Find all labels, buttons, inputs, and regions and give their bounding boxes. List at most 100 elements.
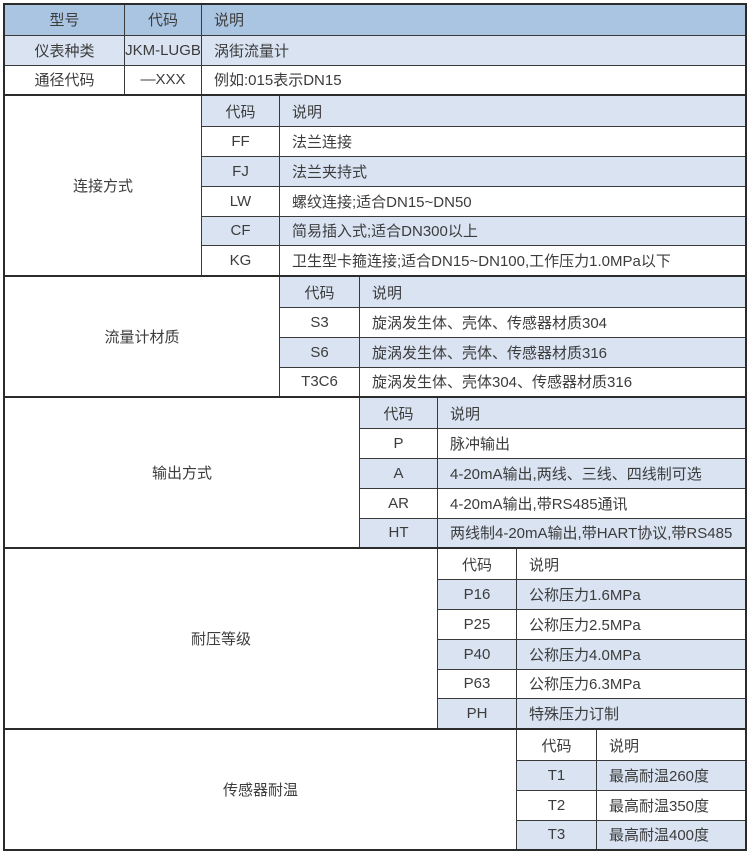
desc-header-cell: 说明 xyxy=(529,556,560,574)
section-label: 流量计材质 xyxy=(5,277,280,397)
table-row: KG 卫生型卡箍连接;适合DN15~DN100,工作压力1.0MPa以下 xyxy=(202,245,745,276)
desc-cell: 公称压力1.6MPa xyxy=(529,587,641,605)
desc-cell: 法兰连接 xyxy=(292,134,353,152)
nested-table: 代码 说明 T1 最高耐温260度 T2 最高耐温350度 T3 最高耐温400… xyxy=(517,730,745,850)
code-header-cell: 代码 xyxy=(517,730,597,760)
section-label: 传感器耐温 xyxy=(5,730,517,850)
header-row: 型号 代码 说明 xyxy=(5,5,745,35)
section-output-mode: 输出方式 代码 说明 P 脉冲输出 A 4-20mA输出,两线、三线、四线制可选… xyxy=(5,396,745,548)
code-cell: CF xyxy=(202,216,280,246)
code-cell: FJ xyxy=(202,156,280,186)
code-cell: S3 xyxy=(280,307,360,337)
section-label: 耐压等级 xyxy=(5,549,438,729)
header-desc-col: 说明 xyxy=(214,12,245,30)
nested-header-row: 代码 说明 xyxy=(360,398,745,429)
desc-header-cell: 说明 xyxy=(450,405,481,423)
code-cell: AR xyxy=(360,488,438,518)
nested-header-row: 代码 说明 xyxy=(517,730,745,760)
code-cell: HT xyxy=(360,518,438,548)
desc-cell: 卫生型卡箍连接;适合DN15~DN100,工作压力1.0MPa以下 xyxy=(292,253,671,271)
desc-cell: 旋涡发生体、壳体、传感器材质304 xyxy=(372,314,608,332)
table-row: P25 公称压力2.5MPa xyxy=(438,608,745,639)
row-diameter-code: 通径代码 —XXX 例如:015表示DN15 xyxy=(5,64,745,95)
desc-cell: 4-20mA输出,带RS485通讯 xyxy=(450,495,628,513)
desc-header-cell: 说明 xyxy=(609,737,640,755)
code-cell: T3 xyxy=(517,820,597,850)
row-label: 仪表种类 xyxy=(5,35,125,65)
desc-header-cell: 说明 xyxy=(372,284,403,302)
table-row: S6 旋涡发生体、壳体、传感器材质316 xyxy=(280,336,745,367)
desc-cell: 法兰夹持式 xyxy=(292,163,368,181)
code-cell: P63 xyxy=(438,669,517,699)
code-cell: T3C6 xyxy=(280,367,360,397)
code-cell: T2 xyxy=(517,790,597,820)
code-cell: A xyxy=(360,458,438,488)
nested-table: 代码 说明 S3 旋涡发生体、壳体、传感器材质304 S6 旋涡发生体、壳体、传… xyxy=(280,277,745,397)
desc-header-cell: 说明 xyxy=(292,103,323,121)
table-row: P63 公称压力6.3MPa xyxy=(438,668,745,699)
table-row: P 脉冲输出 xyxy=(360,428,745,458)
code-cell: JKM-LUGB xyxy=(125,35,202,65)
desc-cell: 最高耐温400度 xyxy=(609,827,710,845)
header-code-col: 代码 xyxy=(125,5,202,35)
table-row: T3 最高耐温400度 xyxy=(517,819,745,850)
table-row: FJ 法兰夹持式 xyxy=(202,155,745,186)
nested-header-row: 代码 说明 xyxy=(438,549,745,580)
code-header-cell: 代码 xyxy=(280,277,360,307)
desc-cell: 4-20mA输出,两线、三线、四线制可选 xyxy=(450,465,702,483)
table-row: T3C6 旋涡发生体、壳体304、传感器材质316 xyxy=(280,366,745,397)
table-row: T2 最高耐温350度 xyxy=(517,789,745,820)
header-model-col: 型号 xyxy=(5,5,125,35)
spec-table: 型号 代码 说明 仪表种类 JKM-LUGB 涡街流量计 通径代码 —XXX 例… xyxy=(3,3,747,851)
nested-header-row: 代码 说明 xyxy=(202,96,745,127)
table-row: PH 特殊压力订制 xyxy=(438,698,745,729)
code-cell: PH xyxy=(438,699,517,729)
code-header-cell: 代码 xyxy=(202,96,280,127)
code-cell: P16 xyxy=(438,580,517,609)
section-sensor-temperature: 传感器耐温 代码 说明 T1 最高耐温260度 T2 最高耐温350度 T3 最… xyxy=(5,728,745,850)
row-label: 通径代码 xyxy=(5,65,125,95)
desc-cell: 脉冲输出 xyxy=(450,436,511,454)
desc-cell: 简易插入式;适合DN300以上 xyxy=(292,223,478,241)
section-body-material: 流量计材质 代码 说明 S3 旋涡发生体、壳体、传感器材质304 S6 旋涡发生… xyxy=(5,275,745,397)
table-row: HT 两线制4-20mA输出,带HART协议,带RS485 xyxy=(360,517,745,548)
desc-cell: 公称压力2.5MPa xyxy=(529,616,641,634)
table-row: P40 公称压力4.0MPa xyxy=(438,638,745,669)
desc-cell: 例如:015表示DN15 xyxy=(214,72,342,90)
nested-header-row: 代码 说明 xyxy=(280,277,745,307)
nested-table: 代码 说明 P 脉冲输出 A 4-20mA输出,两线、三线、四线制可选 AR 4… xyxy=(360,398,745,548)
table-row: LW 螺纹连接;适合DN15~DN50 xyxy=(202,185,745,216)
table-row: T1 最高耐温260度 xyxy=(517,759,745,790)
section-label: 输出方式 xyxy=(5,398,360,548)
desc-cell: 最高耐温350度 xyxy=(609,797,710,815)
section-connection-type: 连接方式 代码 说明 FF 法兰连接 FJ 法兰夹持式 LW 螺纹连接;适合DN… xyxy=(5,94,745,276)
desc-cell: 旋涡发生体、壳体304、传感器材质316 xyxy=(372,374,633,392)
code-cell: P40 xyxy=(438,639,517,669)
code-cell: KG xyxy=(202,246,280,276)
section-pressure-rating: 耐压等级 代码 说明 P16 公称压力1.6MPa P25 公称压力2.5MPa… xyxy=(5,547,745,729)
code-cell: —XXX xyxy=(125,65,202,95)
nested-table: 代码 说明 FF 法兰连接 FJ 法兰夹持式 LW 螺纹连接;适合DN15~DN… xyxy=(202,96,745,276)
code-cell: P xyxy=(360,429,438,458)
code-cell: S6 xyxy=(280,337,360,367)
table-row: S3 旋涡发生体、壳体、传感器材质304 xyxy=(280,306,745,337)
desc-cell: 螺纹连接;适合DN15~DN50 xyxy=(292,193,472,211)
table-row: AR 4-20mA输出,带RS485通讯 xyxy=(360,487,745,518)
code-cell: FF xyxy=(202,127,280,156)
table-row: FF 法兰连接 xyxy=(202,126,745,156)
code-cell: LW xyxy=(202,186,280,216)
section-label: 连接方式 xyxy=(5,96,202,276)
code-header-cell: 代码 xyxy=(360,398,438,429)
desc-cell: 两线制4-20mA输出,带HART协议,带RS485 xyxy=(450,525,733,543)
code-cell: T1 xyxy=(517,760,597,790)
table-row: P16 公称压力1.6MPa xyxy=(438,579,745,609)
code-header-cell: 代码 xyxy=(438,549,517,580)
desc-cell: 特殊压力订制 xyxy=(529,706,620,724)
nested-table: 代码 说明 P16 公称压力1.6MPa P25 公称压力2.5MPa P40 … xyxy=(438,549,745,729)
desc-cell: 最高耐温260度 xyxy=(609,767,710,785)
desc-cell: 公称压力6.3MPa xyxy=(529,676,641,694)
table-row: A 4-20mA输出,两线、三线、四线制可选 xyxy=(360,457,745,488)
desc-cell: 公称压力4.0MPa xyxy=(529,646,641,664)
code-cell: P25 xyxy=(438,609,517,639)
desc-cell: 涡街流量计 xyxy=(214,42,290,60)
